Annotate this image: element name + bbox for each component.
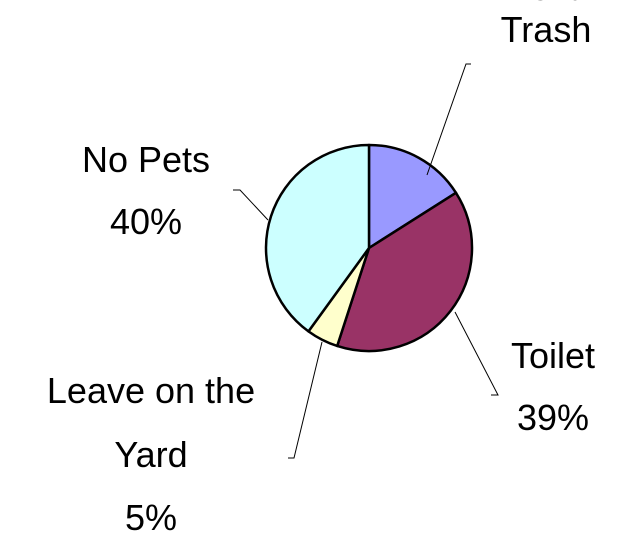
leader-line-leave-on-the-yard <box>288 341 323 459</box>
slice-label-toilet-line-1: Toilet <box>511 335 595 376</box>
pie-slice-no-pets <box>264 143 371 333</box>
leader-line-trash <box>426 63 471 176</box>
leader-lines <box>233 63 499 459</box>
slice-label-leave-on-the-yard-line-3: 5% <box>125 497 177 533</box>
slice-label-no-pets-line-2: 40% <box>110 201 182 242</box>
slice-labels: Trash16% Toilet 39% Leave on the Yard 5% No Pe… <box>47 0 595 533</box>
slice-label-trash-line-2: 16% <box>510 0 582 8</box>
leader-line-toilet <box>454 311 499 396</box>
slice-label-leave-on-the-yard-line-1: Leave on the <box>47 370 255 411</box>
pie-slice-trash <box>367 143 458 250</box>
pie-slices <box>264 143 474 353</box>
slice-label-toilet-line-2: 39% <box>517 397 589 438</box>
pie-slice-toilet <box>335 191 474 353</box>
slice-label-leave-on-the-yard-line-2: Yard <box>114 434 187 475</box>
slice-label-no-pets-line-1: No Pets <box>82 139 210 180</box>
leader-line-no-pets <box>233 189 269 221</box>
slice-label-trash-line-1: Trash <box>501 9 592 50</box>
